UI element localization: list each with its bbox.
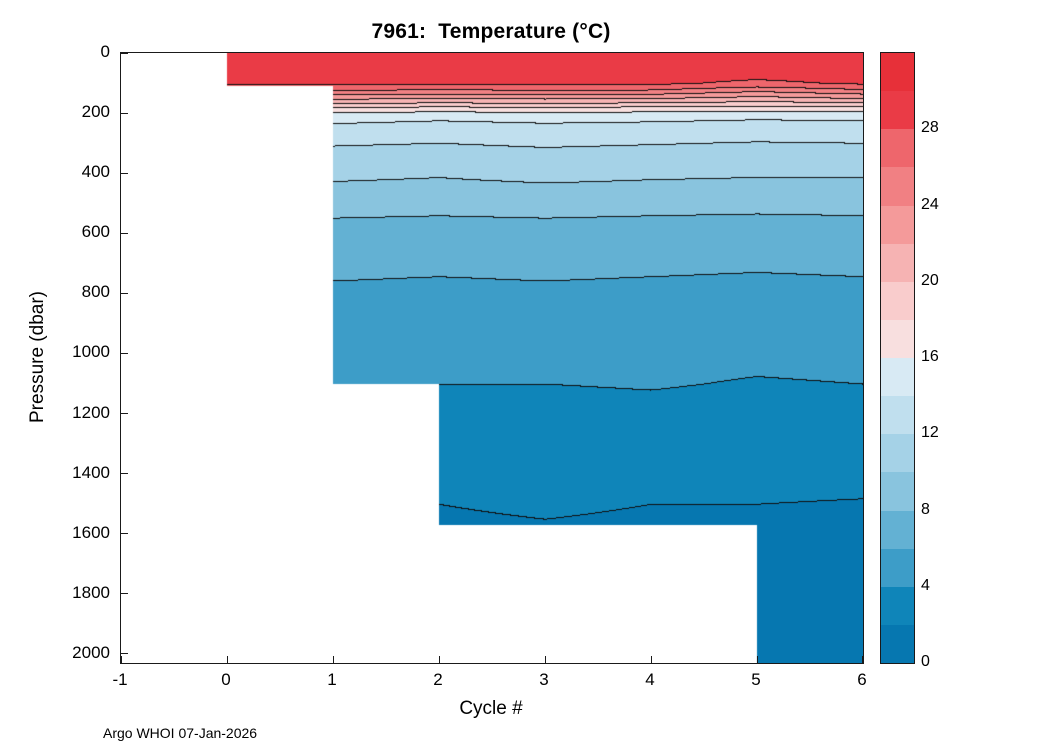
colorbar-tick-label: 16 (921, 348, 939, 365)
y-tick-mark (121, 172, 128, 174)
y-tick-label: 400 (81, 162, 110, 182)
colorbar-band (881, 510, 914, 549)
plot-box (120, 52, 864, 664)
colorbar-band (881, 129, 914, 168)
y-tick-label: 600 (81, 222, 110, 242)
x-tick-label: 4 (645, 670, 655, 689)
y-tick-label: 1600 (72, 522, 110, 542)
colorbar-tick-label: 28 (921, 119, 939, 137)
colorbar-tick-label: 0 (921, 653, 930, 670)
y-tick-mark (121, 292, 128, 294)
x-tick-label: 0 (221, 670, 231, 689)
x-tick-mark (862, 656, 863, 663)
colorbar-band (881, 586, 914, 625)
x-axis-label: Cycle # (459, 698, 523, 719)
y-tick-mark (121, 232, 128, 234)
y-tick-mark (121, 473, 128, 475)
colorbar-band (881, 243, 914, 282)
y-axis-label: Pressure (dbar) (27, 291, 48, 423)
y-tick-label: 200 (81, 102, 110, 122)
colorbar (880, 52, 915, 664)
contour-plot-canvas (121, 53, 863, 663)
y-tick-mark (121, 533, 128, 535)
colorbar-band (881, 281, 914, 320)
x-tick-mark (226, 656, 228, 663)
plot-title: 7961: Temperature (°C) (371, 20, 611, 43)
colorbar-band (881, 434, 914, 473)
y-tick-mark (121, 413, 128, 415)
colorbar-band (881, 472, 914, 511)
y-tick-mark (121, 112, 128, 114)
colorbar-tick-label: 12 (921, 424, 939, 442)
colorbar-band (881, 205, 914, 244)
colorbar-band (881, 548, 914, 587)
x-tick-label: 1 (327, 670, 337, 689)
x-tick-label: 2 (433, 670, 443, 689)
y-tick-label: 0 (100, 42, 110, 61)
y-tick-label: 800 (81, 282, 110, 302)
x-tick-mark (650, 656, 652, 663)
x-tick-mark (756, 656, 758, 663)
colorbar-tick-label: 20 (921, 271, 939, 289)
colorbar-band (881, 396, 914, 435)
colorbar-band (881, 91, 914, 130)
x-tick-label: 6 (857, 670, 867, 689)
y-tick-label: 1200 (72, 402, 110, 422)
y-tick-mark (121, 53, 128, 54)
colorbar-band (881, 53, 914, 92)
x-tick-label: 5 (751, 670, 761, 689)
x-tick-mark (121, 656, 122, 663)
y-tick-mark (121, 653, 128, 655)
x-tick-mark (544, 656, 546, 663)
colorbar-tick-label: 8 (921, 500, 930, 518)
colorbar-band (881, 167, 914, 206)
x-tick-label: 3 (539, 670, 549, 689)
y-tick-label: 1400 (72, 462, 110, 482)
y-tick-mark (121, 352, 128, 354)
x-tick-mark (438, 656, 440, 663)
x-tick-label: -1 (112, 670, 128, 689)
colorbar-band (881, 319, 914, 358)
y-tick-label: 2000 (72, 642, 110, 662)
x-tick-mark (332, 656, 334, 663)
y-tick-label: 1000 (72, 342, 110, 362)
colorbar-tick-label: 24 (921, 195, 939, 213)
colorbar-band (881, 624, 914, 663)
footer-credit: Argo WHOI 07-Jan-2026 (103, 725, 258, 741)
y-tick-label: 1800 (72, 582, 110, 602)
y-tick-mark (121, 593, 128, 595)
colorbar-band (881, 358, 914, 397)
colorbar-tick-label: 4 (921, 576, 930, 594)
